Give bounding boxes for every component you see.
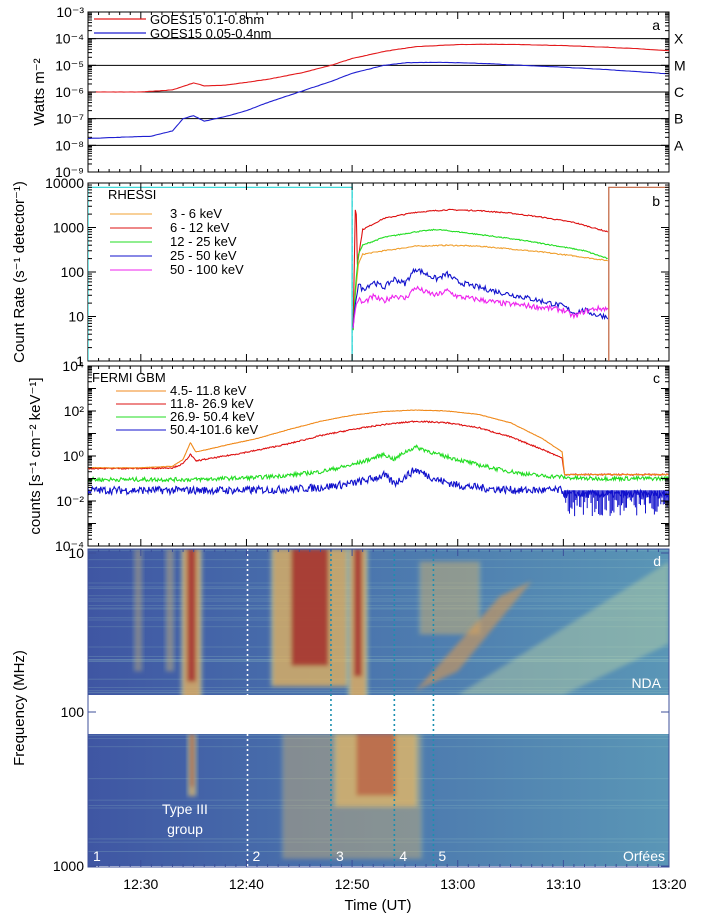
y-axis-label-panel-c: counts [s⁻¹ cm⁻² keV⁻¹]: [27, 377, 44, 534]
legend-panel-c: FERMI GBM 4.5- 11.8 keV 11.8- 26.9 keV 2…: [92, 370, 259, 437]
legend-label-4-11: 4.5- 11.8 keV: [170, 383, 247, 398]
y-axis-label-panel-d: Frequency (MHz): [11, 650, 28, 766]
flare-class-label-m: M: [674, 57, 686, 73]
legend-panel-b: RHESSI 3 - 6 keV 6 - 12 keV 12 - 25 keV …: [108, 187, 244, 277]
flare-class-label-b: B: [674, 111, 683, 127]
rhessi-series-3: [352, 267, 609, 328]
legend-label-26-50: 26.9- 50.4 keV: [170, 409, 255, 424]
legend-label-50-101: 50.4-101.6 keV: [170, 422, 259, 437]
x-tick-label: 13:20: [651, 876, 686, 892]
legend-label-6-12: 6 - 12 keV: [170, 220, 230, 235]
legend-title-rhessi: RHESSI: [108, 187, 156, 202]
burst-core: [167, 549, 173, 672]
y-tick-label: 10⁻⁵: [55, 57, 84, 73]
y-tick-label: 1000: [53, 858, 84, 874]
y-tick-label: 10⁻⁶: [55, 84, 84, 100]
y-axis-label-panel-a: Watts m⁻²: [31, 58, 48, 125]
panel-label-c: c: [653, 370, 660, 386]
y-tick-label: 100: [61, 704, 85, 720]
y-tick-label: 10²: [64, 403, 85, 419]
goes-series-0: [88, 43, 669, 93]
instrument-label-orfees: Orfées: [623, 848, 665, 864]
fermi-series-3: [88, 467, 669, 499]
nda-bursts: [88, 549, 669, 695]
annotation-type-iii: Type III: [162, 801, 208, 817]
event-marker-label-5: 5: [438, 848, 446, 864]
legend-label-goes-short: GOES15 0.05-0.4nm: [150, 26, 271, 41]
y-tick-label: 10: [68, 309, 84, 325]
burst-peak: [353, 549, 362, 677]
y-tick-label: 10⁻⁷: [56, 111, 84, 127]
drifting-burst: [415, 581, 532, 691]
legend-title-fermi: FERMI GBM: [92, 370, 166, 385]
fermi-series-2: [88, 444, 669, 484]
event-marker-label-1: 1: [93, 848, 101, 864]
y-tick-label: 10000: [45, 175, 84, 191]
legend-label-goes-long: GOES15 0.1-0.8nm: [150, 12, 264, 27]
burst-core: [420, 561, 479, 635]
rhessi-attenuator-line-1: [608, 186, 669, 361]
panel-label-b: b: [652, 193, 660, 209]
y-tick-label: 10⁴: [62, 358, 84, 374]
x-tick-label: 12:40: [229, 876, 264, 892]
annotation-group: group: [167, 821, 203, 837]
y-tick-label: 100: [61, 264, 85, 280]
fermi-series-0: [88, 409, 669, 476]
burst-peak: [291, 549, 329, 666]
legend-panel-a: GOES15 0.1-0.8nm GOES15 0.05-0.4nm: [94, 12, 271, 41]
flare-class-label-a: A: [674, 137, 684, 153]
legend-label-50-100: 50 - 100 keV: [170, 262, 244, 277]
x-tick-label: 13:00: [440, 876, 475, 892]
panel-b: [88, 183, 669, 361]
rhessi-series-4: [352, 285, 609, 329]
legend-label-3-6: 3 - 6 keV: [170, 206, 222, 221]
goes-series-1: [88, 61, 669, 140]
y-tick-label: 10⁻⁹: [55, 164, 84, 180]
x-axis-label: Time (UT): [345, 897, 412, 914]
y-tick-label: 10⁻⁸: [55, 137, 84, 153]
y-tick-label: 10⁻²: [56, 493, 84, 509]
flare-class-label-c: C: [674, 84, 684, 100]
legend-label-12-25: 12 - 25 keV: [170, 234, 237, 249]
panel-d: 1 2 3 4 5 NDA Orfées Type III group: [88, 549, 669, 866]
orfees-bursts: [88, 734, 669, 859]
y-tick-label: 1000: [53, 220, 84, 236]
fermi-noise-spikes: [563, 490, 669, 517]
axes: 12:30 12:40 12:50 13:00 13:10 13:2010⁻³10⁻⁴10…: [45, 4, 687, 892]
event-marker-label-2: 2: [253, 848, 261, 864]
legend-label-11-26: 11.8- 26.9 keV: [170, 396, 254, 411]
y-tick-label: 10⁻⁴: [55, 538, 84, 554]
y-axis-label-panel-b: Count Rate (s⁻¹ detector⁻¹): [11, 181, 28, 363]
y-tick-label: 10: [68, 545, 84, 561]
burst-core: [135, 549, 141, 672]
y-tick-label: 10⁻⁴: [55, 31, 84, 47]
drifting-continuum: [457, 561, 669, 695]
burst-core: [283, 734, 421, 859]
rhessi-series-1: [352, 208, 609, 331]
event-marker-label-4: 4: [399, 848, 407, 864]
burst-peak: [190, 734, 194, 787]
x-tick-label: 12:50: [335, 876, 370, 892]
y-tick-label: 10⁻³: [56, 4, 84, 20]
burst-peak: [187, 549, 196, 682]
y-tick-label: 1: [76, 353, 84, 369]
panel-c: [88, 409, 669, 517]
panel-label-a: a: [652, 17, 660, 33]
instrument-label-nda: NDA: [631, 675, 661, 691]
y-tick-label: 10⁰: [63, 448, 85, 464]
flare-class-label-x: X: [674, 31, 684, 47]
event-markers: 1 2 3 4 5: [93, 549, 446, 866]
x-tick-label: 13:10: [546, 876, 581, 892]
rhessi-series-0: [352, 244, 608, 327]
rhessi-series-2: [352, 228, 608, 331]
panel-d-frame: [87, 548, 670, 868]
legend-label-25-50: 25 - 50 keV: [170, 248, 237, 263]
panel-label-d: d: [653, 553, 661, 569]
event-marker-label-3: 3: [336, 848, 344, 864]
x-tick-label: 12:30: [123, 876, 158, 892]
